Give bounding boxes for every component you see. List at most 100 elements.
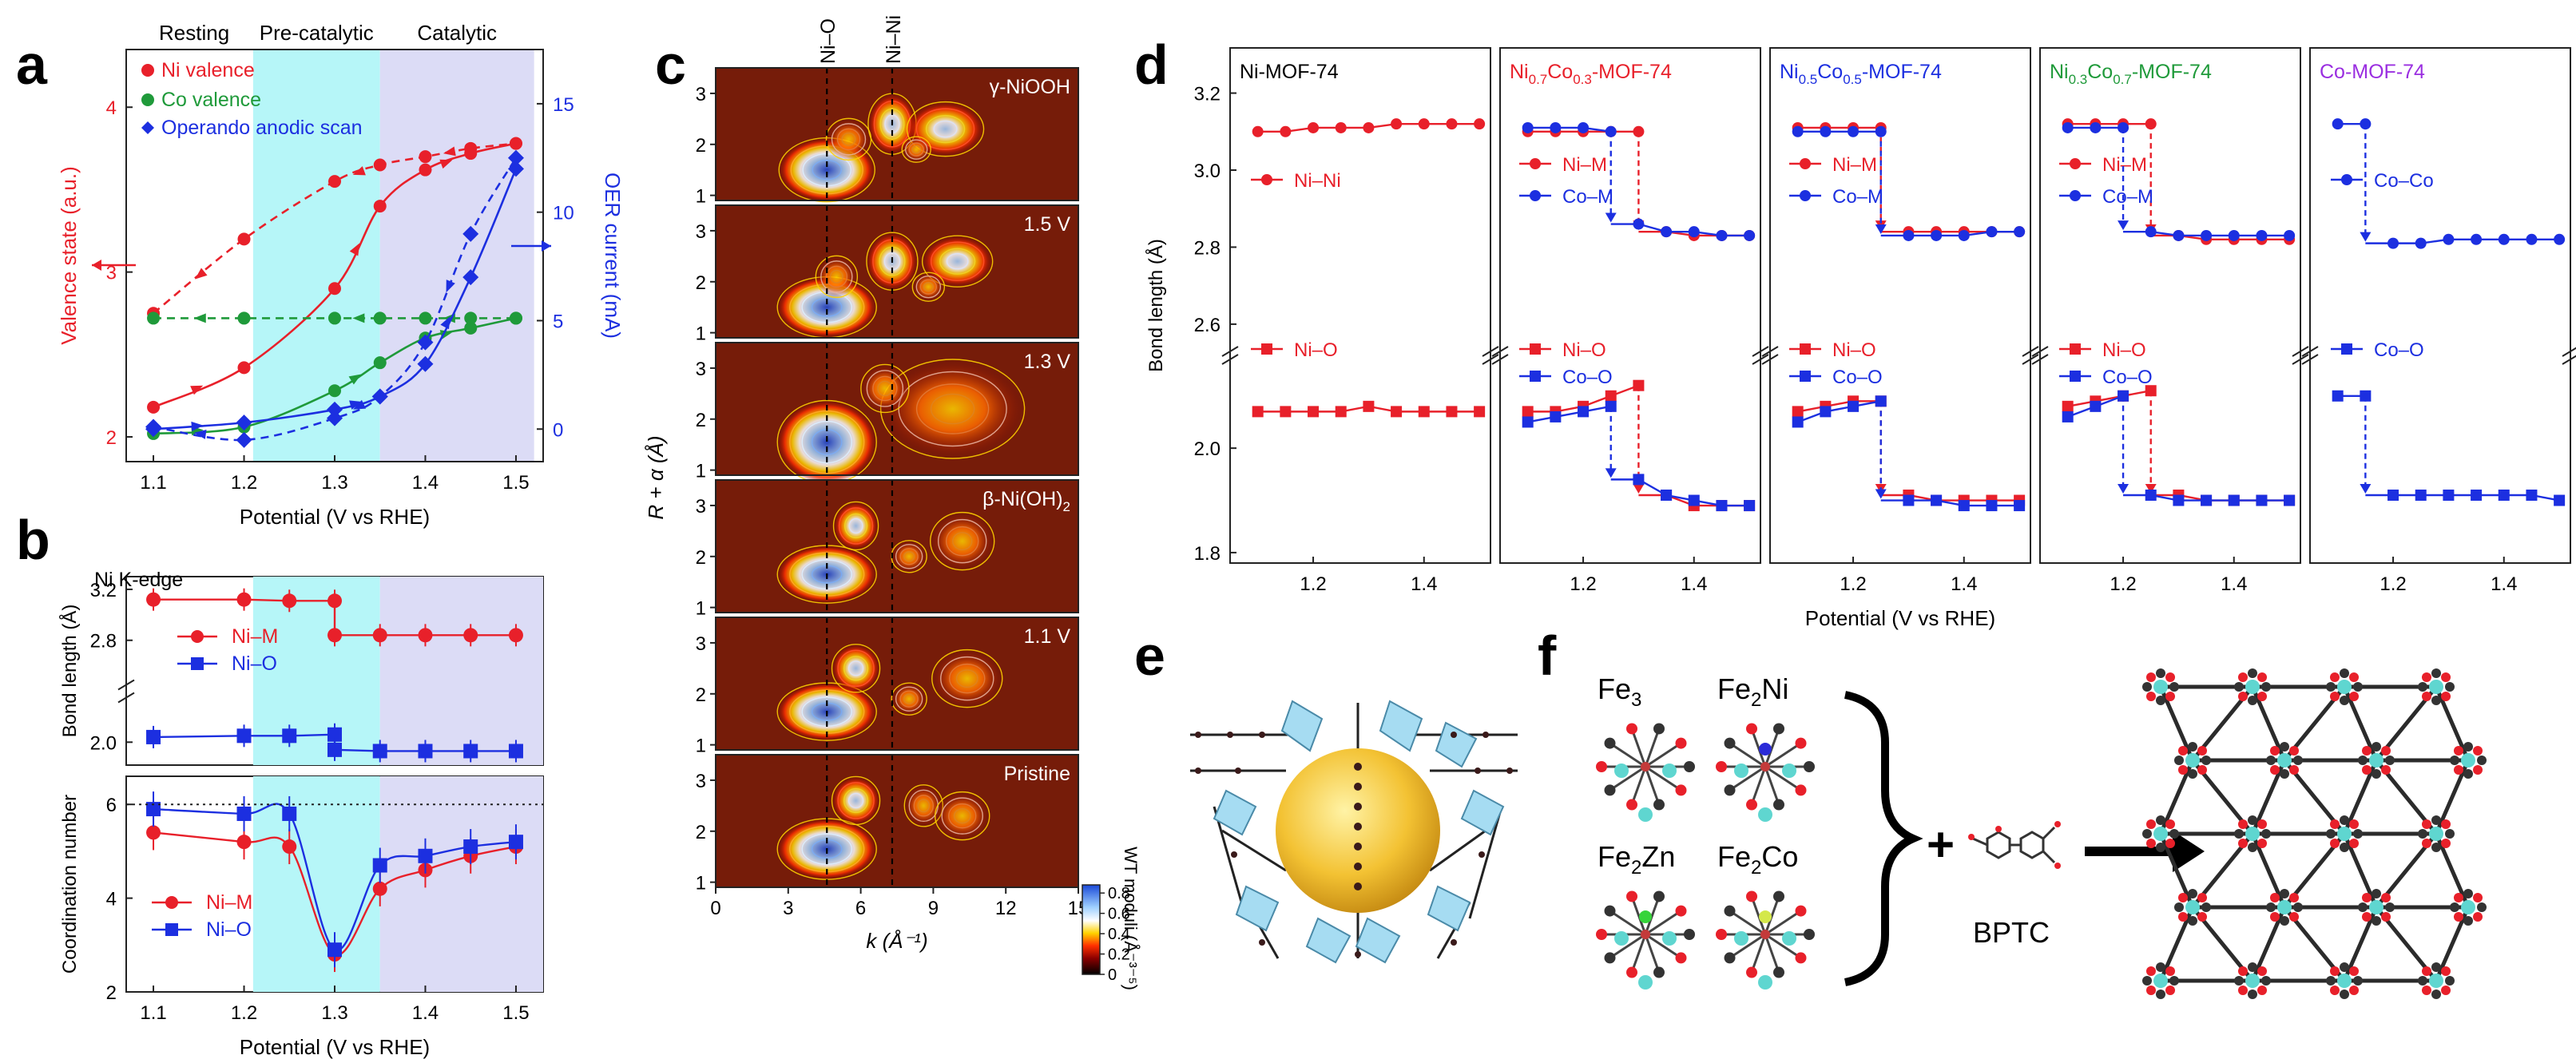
- panel-f-network-atom: [2142, 682, 2152, 692]
- panel-f-network-atom: [2289, 892, 2300, 902]
- panel-f-network-atom: [2340, 990, 2349, 999]
- panel-f-network-metal: [2277, 753, 2292, 767]
- panel-d-data-point: [1522, 121, 1534, 133]
- panel-b-bottom-data-point: [146, 825, 161, 840]
- panel-f-atom: [1626, 966, 1638, 978]
- panel-f-network-metal: [2277, 900, 2292, 914]
- panel-d-x-tick-label: 1.2: [1300, 573, 1326, 595]
- panel-f-network-atom: [2234, 682, 2244, 692]
- panel-a-y2-tick-label: 10: [553, 203, 574, 224]
- panel-b-top-data-point: [508, 744, 523, 759]
- panel-d-frame: [1769, 47, 2031, 564]
- panel-f-network-metal: [2461, 753, 2475, 767]
- panel-f-network-atom: [2177, 745, 2188, 756]
- panel-d-data-point: [1848, 400, 1860, 412]
- panel-f-network-atom: [2450, 902, 2459, 912]
- panel-c-row-label: 1.3 V: [1024, 351, 1071, 373]
- panel-f-network-atom: [2418, 976, 2427, 986]
- panel-a-direction-arrow: [443, 146, 456, 157]
- panel-a-data-point: [462, 269, 479, 286]
- panel-f-network-node: [2450, 889, 2487, 926]
- panel-f-network-atom: [2453, 745, 2463, 756]
- panel-d-transition-arrow: [2360, 232, 2372, 242]
- panel-c-intensity-blob: [816, 256, 858, 298]
- panel-d-transition-arrow: [2118, 220, 2129, 231]
- panel-a-data-point: [419, 163, 432, 176]
- panel-c-intensity-blob: [912, 272, 945, 302]
- panel-f-atom: [1772, 723, 1784, 735]
- panel-f-oxo-atom: [1641, 762, 1650, 771]
- panel-b-bottom-legend: Ni–M Ni–O: [152, 891, 252, 941]
- panel-f-network-atom: [2165, 986, 2176, 996]
- panel-d-y-tick-label: 2.0: [1194, 438, 1221, 460]
- panel-f-network-node: [2326, 815, 2363, 852]
- panel-d-legend-label: Co–O: [2374, 339, 2424, 361]
- panel-a-data-point: [462, 225, 479, 242]
- panel-a-y2-tick-label: 15: [553, 94, 574, 116]
- panel-d-x-tick-label: 1.4: [2221, 573, 2247, 595]
- panel-f-bond: [1764, 934, 1780, 974]
- panel-b-x-tick-label: 1.4: [412, 1002, 439, 1024]
- panel-f-network-linker: [2158, 906, 2195, 982]
- panel-f-atom: [1675, 952, 1687, 964]
- panel-f-network-atom: [2445, 829, 2455, 839]
- panel-f-network-atom: [2145, 839, 2156, 849]
- panel-f-network-atom: [2329, 692, 2340, 702]
- panel-d-legend-marker: [1261, 174, 1272, 185]
- panel-f-network-atom: [2156, 696, 2165, 705]
- panel-f-bond: [1645, 765, 1682, 791]
- panel-d-data-point: [1875, 125, 1887, 137]
- panel-b-top-data-point: [463, 744, 478, 759]
- panel-f-atom: [1684, 929, 1695, 940]
- panel-d-axis-break: [1482, 346, 1499, 365]
- panel-b-x-tick-label: 1.2: [231, 1002, 257, 1024]
- panel-d-data-point: [2332, 118, 2344, 130]
- panel-f-network-node: [2174, 742, 2211, 779]
- panel-f-network-atom: [2340, 696, 2349, 705]
- panel-f-atom: [1596, 761, 1607, 772]
- panel-d-legend-marker: [1800, 343, 1811, 355]
- panel-f-network-atom: [2329, 839, 2340, 849]
- panel-d-data-point: [1446, 118, 1458, 130]
- panel-d-data-point: [2173, 494, 2185, 506]
- panel-f-network-atom: [2201, 902, 2211, 912]
- panel-f-atom: [1804, 929, 1815, 940]
- panel-label-f: f: [1538, 625, 1557, 687]
- panel-f-bond: [1645, 910, 1682, 936]
- panel-f-bond: [1609, 933, 1646, 959]
- panel-a-left-arrow-head: [92, 260, 101, 271]
- panel-d-legend-label: Ni–O: [1294, 339, 1338, 361]
- panel-a-data-point: [236, 431, 252, 448]
- panel-a-region-catalytic: [379, 50, 534, 462]
- panel-f-atom: [1795, 784, 1807, 796]
- panel-f-network-linker: [2434, 686, 2471, 761]
- panel-d-data-point: [1335, 406, 1347, 418]
- panel-f-network-atom: [2349, 966, 2360, 976]
- panel-f-network-atom: [2431, 815, 2441, 825]
- panel-f-network-atom: [2289, 765, 2300, 775]
- panel-f-network-atom: [2445, 976, 2455, 986]
- panel-a-data-point: [509, 137, 522, 150]
- panel-d-frame: [1499, 47, 1761, 564]
- panel-f-brace: [1844, 691, 1923, 986]
- panel-d-data-point: [1716, 229, 1728, 241]
- panel-f-atom: [1724, 905, 1736, 917]
- panel-f-atom: [1795, 905, 1807, 917]
- panel-d-data-point: [1633, 379, 1645, 391]
- legend-marker-co-valence: [141, 93, 154, 106]
- panel-f-network-atom: [2326, 829, 2336, 839]
- panel-a-series-line: [153, 142, 517, 409]
- legend-marker-ni-m: [191, 630, 204, 643]
- panel-f-cluster-label: Fe2Ni: [1717, 672, 1788, 711]
- panel-f-network-atom: [2237, 839, 2248, 849]
- panel-a-x-tick-label: 1.1: [140, 472, 166, 494]
- panel-d-data-point: [1931, 494, 1943, 506]
- panel-d-frame: [2039, 47, 2301, 564]
- panel-d-legend-label: Co–O: [1832, 367, 1883, 388]
- panel-c-intensity-blob: [922, 236, 993, 288]
- panel-f-network-atom: [2340, 815, 2349, 825]
- panel-f-network-atom: [2329, 819, 2340, 829]
- panel-a-data-point: [464, 141, 478, 155]
- panel-d-legend-label: Co–M: [2102, 186, 2153, 208]
- panel-f-network-atom: [2197, 912, 2208, 922]
